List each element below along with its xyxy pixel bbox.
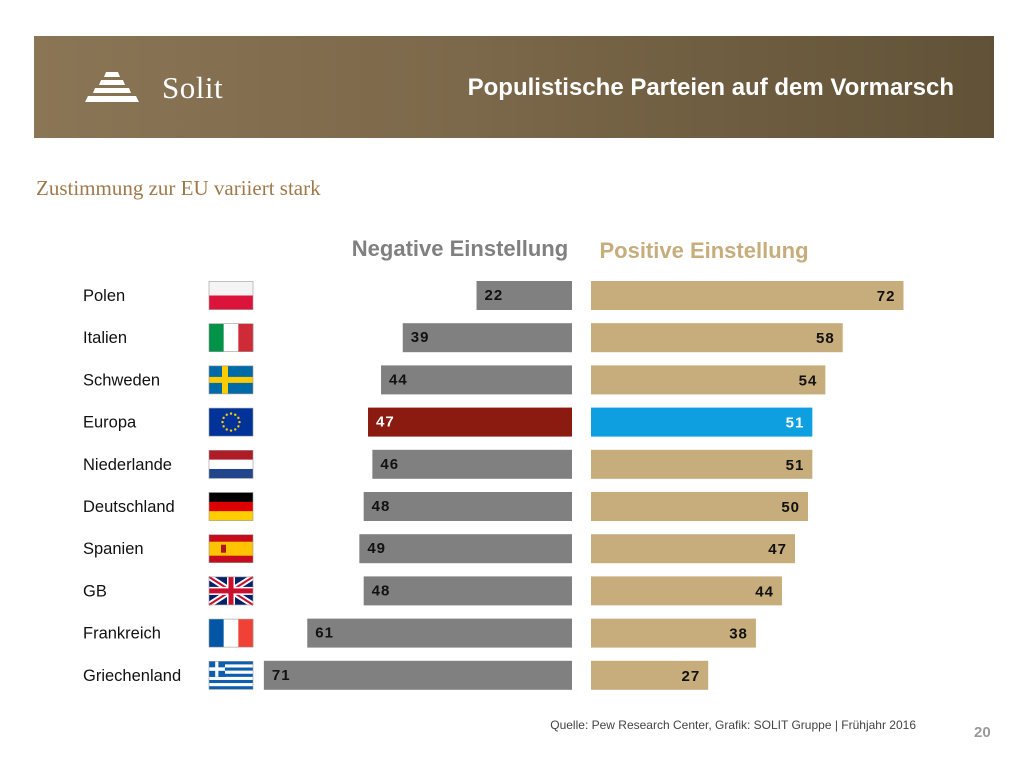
greece-flag [208, 660, 254, 690]
page-number: 20 [974, 724, 991, 741]
category-label: Europa [83, 414, 137, 432]
positive-value-label: 51 [786, 457, 805, 474]
category-label: Deutschland [83, 498, 175, 516]
negative-value-label: 61 [315, 625, 334, 642]
positive-bar [591, 534, 795, 564]
eu-flag [208, 407, 254, 437]
positive-value-label: 54 [799, 372, 818, 389]
negative-value-label: 39 [411, 329, 430, 346]
header-banner: Solit Populistische Parteien auf dem Vor… [34, 36, 994, 138]
positive-bar [591, 407, 813, 437]
negative-bar [307, 618, 572, 648]
negative-bar [372, 449, 572, 479]
negative-bar [263, 660, 572, 690]
positive-value-label: 51 [786, 415, 805, 432]
positive-bar [591, 660, 709, 690]
logo-text: Solit [162, 70, 224, 105]
positive-value-label: 58 [816, 330, 835, 347]
negative-bar [359, 534, 572, 564]
france-flag [208, 618, 254, 648]
positive-value-label: 47 [768, 541, 787, 558]
category-label: Griechenland [83, 667, 181, 685]
positive-bar [591, 576, 782, 606]
category-label: Italien [83, 329, 127, 347]
negative-bar [381, 365, 572, 395]
negative-value-label: 48 [372, 498, 391, 515]
negative-value-label: 48 [372, 582, 391, 599]
category-label: Spanien [83, 540, 144, 558]
negative-bar [363, 576, 572, 606]
category-label: GB [83, 582, 107, 600]
page-title: Populistische Parteien auf dem Vormarsch [467, 74, 954, 101]
category-label: Polen [83, 287, 125, 305]
italy-flag [208, 323, 254, 353]
negative-bar [368, 407, 572, 437]
poland-flag [208, 281, 254, 310]
uk-flag [207, 574, 255, 608]
positive-bar [591, 618, 756, 648]
sweden-flag [208, 365, 254, 395]
positive-bar [591, 365, 826, 395]
positive-value-label: 50 [781, 499, 800, 516]
negative-bar [363, 492, 572, 521]
category-label: Frankreich [83, 625, 161, 643]
negative-value-label: 71 [272, 667, 291, 684]
pyramid-logo-icon [85, 72, 139, 102]
positive-bar [591, 323, 843, 353]
positive-value-label: 44 [755, 583, 774, 600]
negative-bar [402, 323, 572, 353]
positive-bar [591, 492, 808, 521]
negative-value-label: 47 [376, 414, 395, 431]
germany-flag [208, 492, 254, 521]
positive-value-label: 38 [729, 626, 748, 643]
spain-flag [208, 534, 254, 564]
chart-subtitle: Zustimmung zur EU variiert stark [36, 176, 321, 200]
positive-value-label: 72 [877, 288, 896, 305]
negative-bar [476, 281, 572, 310]
netherlands-flag [208, 449, 254, 479]
category-label: Niederlande [83, 456, 172, 474]
legend-positive: Positive Einstellung [599, 238, 808, 263]
legend-negative: Negative Einstellung [352, 236, 568, 261]
negative-value-label: 44 [389, 371, 408, 388]
negative-value-label: 49 [367, 540, 386, 557]
negative-value-label: 22 [485, 287, 504, 304]
category-label: Schweden [83, 371, 160, 389]
negative-value-label: 46 [380, 456, 399, 473]
logo: Solit [76, 66, 226, 110]
positive-bar [591, 449, 813, 479]
source-note: Quelle: Pew Research Center, Grafik: SOL… [550, 718, 916, 732]
positive-bar [591, 281, 904, 310]
positive-value-label: 27 [681, 668, 700, 685]
